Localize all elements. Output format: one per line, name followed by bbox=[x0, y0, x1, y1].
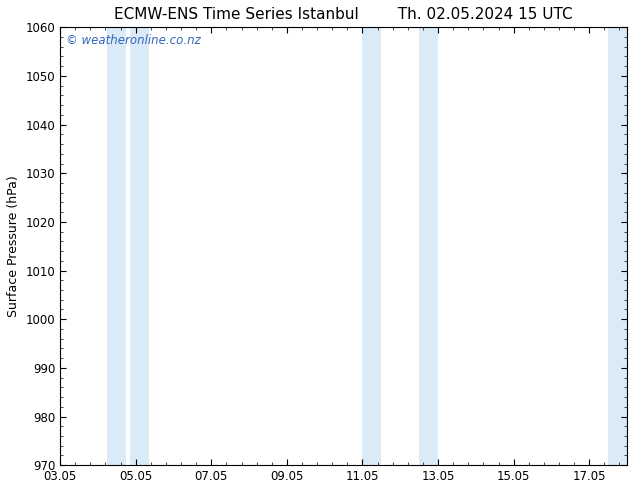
Y-axis label: Surface Pressure (hPa): Surface Pressure (hPa) bbox=[7, 175, 20, 317]
Text: © weatheronline.co.nz: © weatheronline.co.nz bbox=[66, 34, 200, 47]
Bar bbox=[130, 27, 149, 465]
Bar bbox=[363, 27, 382, 465]
Title: ECMW-ENS Time Series Istanbul        Th. 02.05.2024 15 UTC: ECMW-ENS Time Series Istanbul Th. 02.05.… bbox=[114, 7, 573, 22]
Bar bbox=[608, 27, 627, 465]
Bar bbox=[419, 27, 438, 465]
Bar bbox=[107, 27, 126, 465]
